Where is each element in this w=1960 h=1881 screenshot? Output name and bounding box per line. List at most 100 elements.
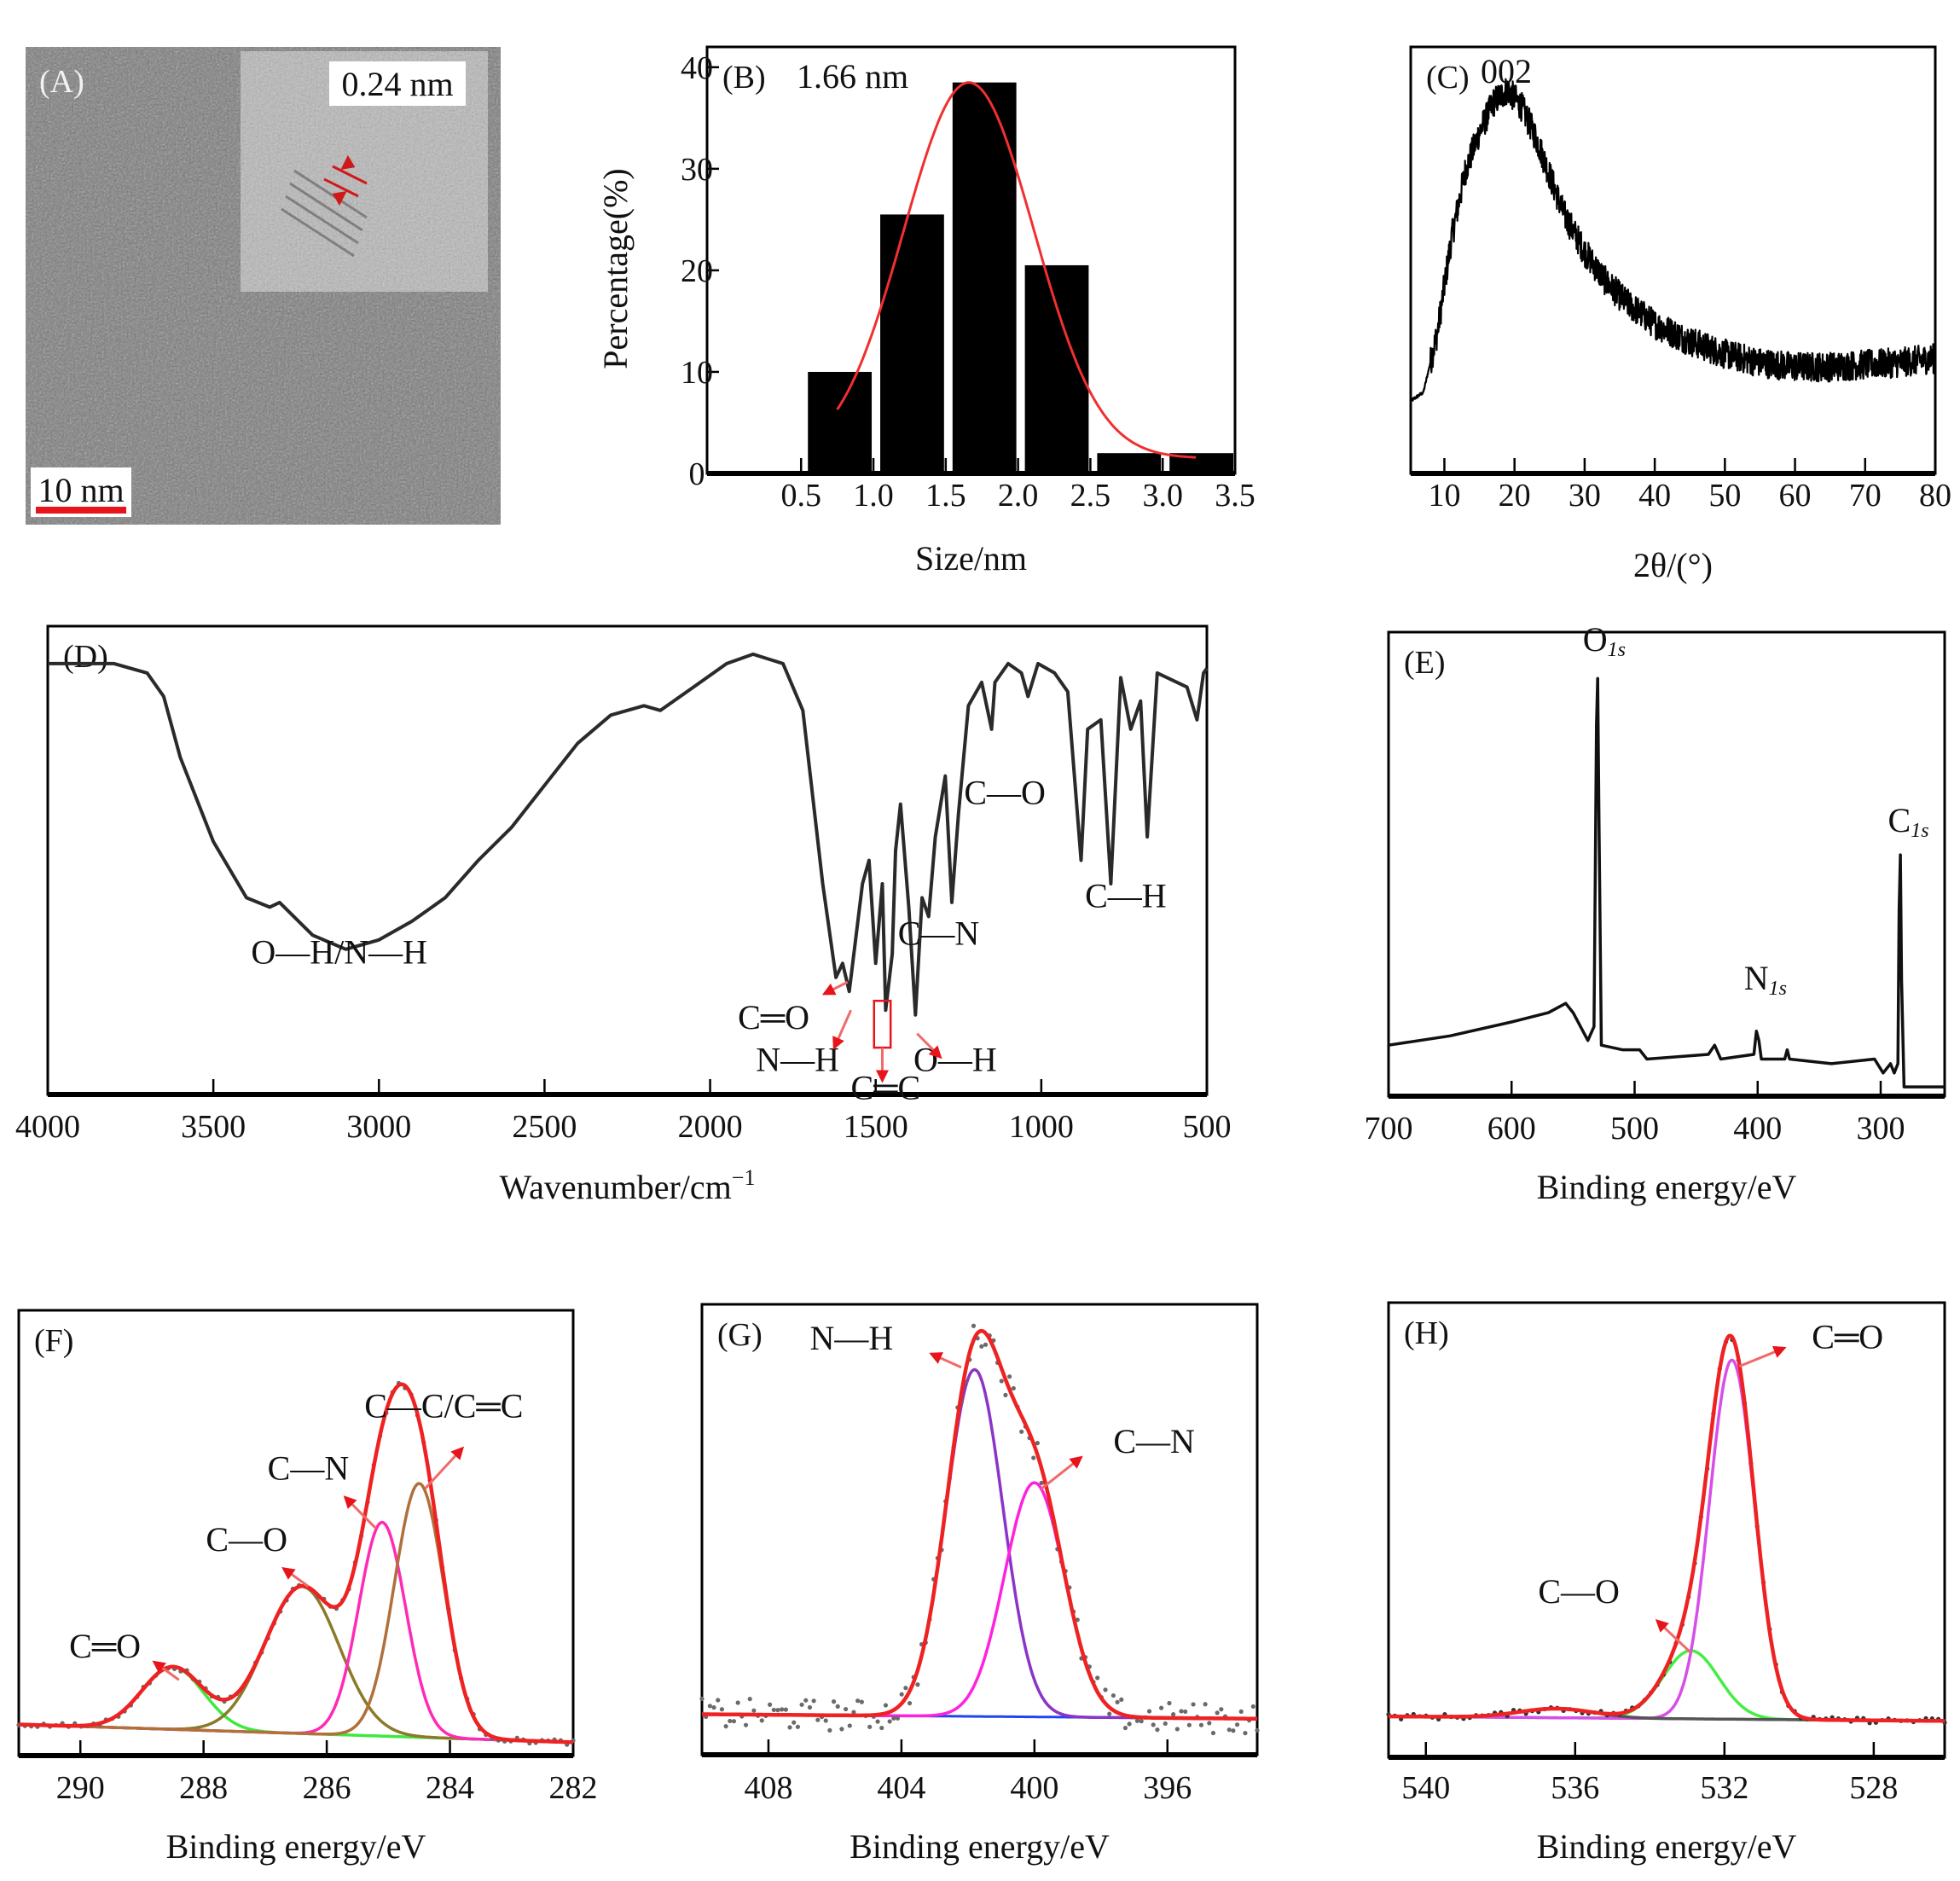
panel-b: 0.5 1.0 1.5 2.0 2.5 3.0 3.5 Size/nm (B) 0 10 20 30 40…: [596, 45, 1255, 578]
raw-data-point: [875, 1719, 880, 1724]
raw-data-point: [723, 1724, 728, 1729]
x-tick-label: 1500: [844, 1109, 908, 1145]
x-tick-label: 700: [1365, 1111, 1413, 1147]
fit-component-co: [19, 1665, 573, 1745]
annotation-arrow: [1655, 1619, 1692, 1654]
raw-data-point: [1174, 1727, 1180, 1732]
x-tick-label: 2.0: [998, 478, 1039, 514]
raw-data-point: [903, 1686, 908, 1691]
raw-data-point: [743, 1722, 749, 1727]
raw-data-point: [1207, 1721, 1212, 1726]
raw-data-point: [1167, 1700, 1172, 1706]
inset-spacing-label: 0.24 nm: [341, 65, 453, 103]
raw-data-point: [1139, 1719, 1144, 1724]
peak-annotation: C—C/C═C: [364, 1386, 523, 1425]
x-tick-label: 600: [1487, 1111, 1536, 1147]
x-tick-label: 396: [1143, 1770, 1192, 1806]
raw-data-point: [831, 1699, 837, 1704]
peak-annotation: C—N: [1113, 1422, 1195, 1460]
ftir-spectrum-line: [48, 652, 1209, 1017]
x-tick-label: 60: [1779, 478, 1812, 514]
raw-data-point: [795, 1724, 801, 1729]
raw-data-point: [855, 1698, 861, 1704]
x-tick-label: 300: [1856, 1111, 1905, 1147]
x-tick-label: 3.5: [1215, 478, 1255, 514]
peak-annotation: C═O: [738, 998, 809, 1036]
x-tick-label: 20: [1499, 478, 1531, 514]
raw-data-point: [728, 1718, 733, 1724]
raw-data-point: [907, 1700, 913, 1706]
raw-data-point: [1238, 1709, 1244, 1714]
raw-data-point: [699, 1696, 705, 1702]
x-tick-label: 286: [303, 1770, 351, 1806]
histogram-bar: [952, 82, 1017, 474]
annotation-arrow: [343, 1495, 377, 1530]
x-tick-label: 528: [1849, 1770, 1898, 1806]
raw-data-point: [1122, 1725, 1128, 1731]
x-tick-label: 4000: [15, 1109, 80, 1145]
raw-data-point: [1035, 1441, 1041, 1446]
peak-annotation: O—H: [913, 1041, 997, 1079]
peak-annotation: C—N: [898, 914, 980, 952]
x-tick-label: 1.0: [853, 478, 894, 514]
raw-data-point: [707, 1704, 712, 1709]
peak-annotation: C—N: [268, 1448, 350, 1487]
raw-data-point: [1146, 1709, 1152, 1714]
panel-h: 540 536 532 528 Binding energy/eV (H) C═O C—O: [1386, 1301, 1947, 1866]
raw-data-point: [815, 1717, 821, 1722]
x-tick-label: 400: [1010, 1770, 1058, 1806]
raw-data-point: [719, 1707, 725, 1712]
element-peak-label: O1s: [1583, 620, 1626, 661]
x-tick-label: 532: [1700, 1770, 1748, 1806]
raw-data-point: [847, 1723, 852, 1728]
x-tick-label: 50: [1708, 478, 1741, 514]
raw-data-point: [915, 1682, 920, 1687]
raw-data-point: [1250, 1704, 1255, 1710]
x-tick-label: 3500: [181, 1109, 246, 1145]
scale-bar-label: 10 nm: [38, 471, 124, 509]
annotation-arrow: [916, 1032, 942, 1060]
panel-tag: (D): [63, 639, 108, 675]
x-tick-label: 3.0: [1142, 478, 1183, 514]
x-tick-label: 3000: [346, 1109, 411, 1145]
peak-annotation: C—H: [1085, 876, 1167, 914]
raw-data-point: [1103, 1687, 1108, 1692]
peak-annotation: C—O: [206, 1520, 287, 1559]
raw-data-point: [1215, 1710, 1220, 1716]
raw-data-point: [999, 1379, 1004, 1384]
raw-data-point: [1210, 1730, 1216, 1736]
plot-frame: [1387, 630, 1946, 1098]
x-axis-title: Binding energy/eV: [166, 1827, 426, 1866]
inset-label-bg: [329, 61, 466, 106]
raw-data-point: [1151, 1722, 1156, 1727]
raw-data-point: [1183, 1709, 1188, 1715]
panel-tag: (F): [34, 1323, 73, 1359]
raw-data-point: [1219, 1707, 1224, 1712]
x-tick-label: 536: [1551, 1770, 1599, 1806]
peak-annotation: N—H: [810, 1319, 894, 1357]
annotation-arrow: [1738, 1345, 1787, 1368]
raw-data-point: [879, 1725, 884, 1731]
peak-annotation: C═O: [69, 1627, 141, 1665]
x-tick-label: 290: [56, 1770, 105, 1806]
raw-data-point: [1198, 1722, 1204, 1727]
raw-data-point: [979, 1344, 984, 1349]
raw-data-point: [803, 1698, 809, 1703]
x-tick-label: 408: [744, 1770, 792, 1806]
raw-data-point: [1179, 1709, 1184, 1714]
x-axis-title-superscript: −1: [732, 1165, 756, 1190]
annotation-arrow: [821, 980, 849, 996]
scale-bar: [36, 507, 126, 514]
raw-data-point: [1127, 1721, 1132, 1727]
raw-data-point: [1191, 1702, 1196, 1707]
raw-data-point: [1155, 1727, 1160, 1733]
x-tick-label: 500: [1183, 1109, 1232, 1145]
x-tick-label: 284: [426, 1770, 474, 1806]
orbital-subscript: 1s: [1911, 820, 1928, 842]
x-tick-label: 0.5: [780, 478, 821, 514]
x-axis-title: 2θ/(°): [1633, 546, 1713, 584]
raw-data-point: [1255, 1727, 1260, 1733]
raw-data-point: [827, 1727, 832, 1733]
raw-data-point: [792, 1720, 797, 1725]
raw-data-point: [807, 1704, 813, 1710]
